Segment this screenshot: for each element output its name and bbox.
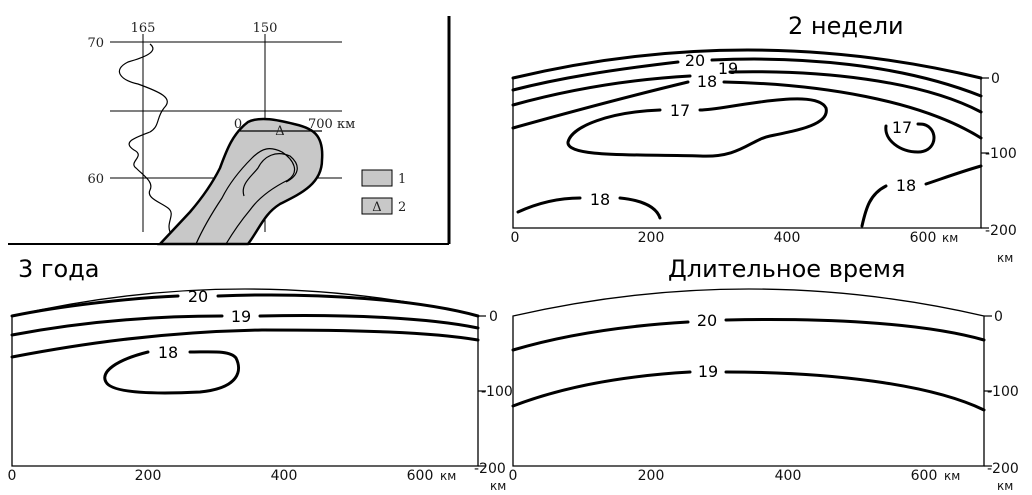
contour-18-southwest <box>516 196 662 220</box>
contour-20 <box>10 293 480 318</box>
x-tick-label: 200 <box>638 468 665 484</box>
contour-label: 20 <box>697 311 717 330</box>
contour-label: 20 <box>188 287 208 306</box>
depth-tick-label: -100 <box>987 384 1019 400</box>
legend-swatch-1 <box>361 169 393 187</box>
panel-title: 3 года <box>18 255 100 283</box>
station-triangle-icon: Δ <box>275 124 284 139</box>
depth-tick-label: -100 <box>481 384 513 400</box>
x-unit: км <box>944 469 960 483</box>
contour-19 <box>511 370 986 412</box>
contour-label: 18 <box>158 343 178 362</box>
x-tick-label: 600 <box>910 230 937 246</box>
contour-17-east <box>884 122 936 154</box>
x-tick-label: 400 <box>774 230 801 246</box>
contour-label: 17 <box>892 118 912 137</box>
x-tick-label: 200 <box>638 230 665 246</box>
depth-tick-label: -200 <box>985 223 1017 239</box>
map-panel: 165 150 70 60 0 700 км Δ 1 Δ 2 <box>8 16 451 246</box>
x-tick-label: 600 <box>911 468 938 484</box>
x-unit: км <box>942 231 958 245</box>
legend-key-1: 1 <box>398 172 406 187</box>
contour-19-lower <box>10 328 480 359</box>
depth-unit: км <box>490 479 506 493</box>
scale-end: 700 км <box>308 117 355 132</box>
contour-17-west <box>566 97 828 158</box>
contour-label: 18 <box>590 190 610 209</box>
depth-tick-label: 0 <box>994 309 1003 325</box>
depth-tick-label: -200 <box>987 461 1019 477</box>
panel-two-weeks: 2 недели 20 19 18 17 17 18 18 0 -100 -20… <box>511 12 1017 265</box>
legend-triangle-icon: Δ <box>372 200 381 215</box>
panel-long-time: Длительное время 20 19 0 -100 -200 км 0 … <box>509 255 1019 493</box>
depth-unit: км <box>997 479 1013 493</box>
contour-18-upper <box>511 80 983 140</box>
x-unit: км <box>440 469 456 483</box>
shaded-region <box>157 117 324 246</box>
lat-label-60: 60 <box>87 172 104 187</box>
contour-label: 19 <box>231 307 251 326</box>
x-tick-label: 0 <box>8 468 17 484</box>
inner-contour <box>195 148 296 245</box>
contour-19 <box>511 70 983 114</box>
contour-label: 19 <box>718 59 738 78</box>
contour-18 <box>103 350 240 395</box>
depth-unit: км <box>997 251 1013 265</box>
legend-swatch-2 <box>361 197 393 215</box>
lon-label-165: 165 <box>131 21 156 36</box>
contour-label: 18 <box>896 176 916 195</box>
x-tick-label: 600 <box>407 468 434 484</box>
panel-frame <box>512 288 985 467</box>
contour-20 <box>511 318 986 352</box>
inner-coast <box>242 153 298 197</box>
depth-tick-label: -100 <box>985 146 1017 162</box>
contour-20 <box>511 48 983 80</box>
panel-title: 2 недели <box>788 12 904 40</box>
coastline <box>118 43 172 233</box>
panel-three-years: 3 года 20 19 18 0 -100 -200 км 0 200 400… <box>8 255 513 493</box>
x-tick-label: 0 <box>509 468 518 484</box>
contour-19 <box>10 314 480 337</box>
contour-20-inner <box>511 57 983 98</box>
contour-label: 20 <box>685 51 705 70</box>
contour-label: 18 <box>697 72 717 91</box>
scale-start: 0 <box>234 117 242 132</box>
depth-tick-label: 0 <box>991 71 1000 87</box>
depth-tick-label: -200 <box>474 461 506 477</box>
lon-label-150: 150 <box>253 21 278 36</box>
x-tick-label: 400 <box>271 468 298 484</box>
x-tick-label: 200 <box>135 468 162 484</box>
x-tick-label: 400 <box>775 468 802 484</box>
depth-tick-label: 0 <box>489 309 498 325</box>
contour-label: 17 <box>670 101 690 120</box>
x-tick-label: 0 <box>511 230 520 246</box>
contour-label: 19 <box>698 362 718 381</box>
panel-title: Длительное время <box>668 255 905 283</box>
contour-18-southeast <box>860 164 983 228</box>
legend-key-2: 2 <box>398 200 406 215</box>
lat-label-70: 70 <box>87 36 104 51</box>
